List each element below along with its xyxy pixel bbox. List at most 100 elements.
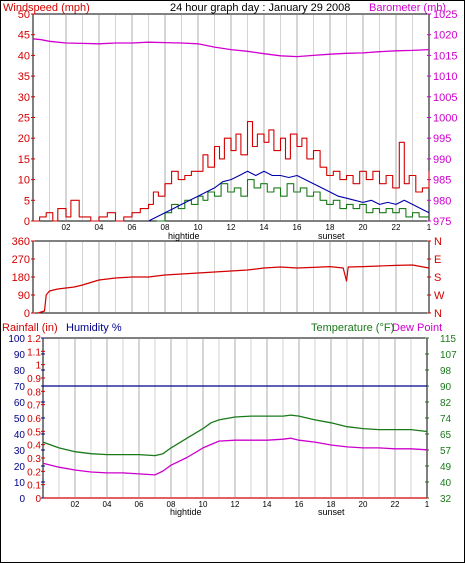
left-axis-tick-label: 30: [18, 92, 30, 104]
left-axis-tick-label: 5: [24, 195, 30, 207]
hightide-marker-bottom: hightide: [170, 507, 202, 517]
left-axis-tick-label: 60: [14, 398, 26, 409]
hour-tick-label: 1: [425, 500, 430, 509]
hightide-marker: hightide: [168, 231, 200, 241]
left-axis-tick-label: 360: [12, 236, 30, 248]
hour-tick-label: 14: [260, 223, 269, 232]
hour-tick-label: 22: [392, 223, 401, 232]
right-axis-tick-label: 985: [433, 175, 451, 187]
hour-tick-label: 20: [359, 223, 368, 232]
left-axis-tick-label: 20: [14, 462, 26, 473]
left-axis-tick-label: 0.3: [27, 454, 41, 465]
hour-tick-label: 06: [128, 223, 137, 232]
barometer-ticks: 975 980 985 990 995 1000 1005 1010 1015 1020 1025: [427, 9, 457, 228]
windspeed-axis-label: Windspeed (mph): [3, 2, 90, 14]
left-axis-tick-label: 1.1: [27, 347, 41, 358]
right-axis-tick-label: 49: [440, 462, 452, 473]
hour-tick-label: 18: [326, 223, 335, 232]
temperature-grid: [58, 339, 412, 497]
sunset-marker-bottom: sunset: [318, 507, 345, 517]
right-axis-tick-label: W: [434, 290, 445, 302]
sunset-marker: sunset: [318, 231, 345, 241]
hour-tick-label: 04: [103, 500, 112, 509]
direction-grid: [49, 242, 413, 312]
direction-degree-ticks: 0 90 180 270 360: [12, 236, 35, 320]
hour-tick-label: 22: [391, 500, 400, 509]
temperature-axis-label: Temperature (°F): [311, 322, 394, 334]
left-axis-tick-label: 70: [14, 382, 26, 393]
left-axis-tick-label: 90: [18, 290, 30, 302]
temperature-panel: 00.10.20.30.40.50.60.70.80.911.11.2 0102…: [8, 334, 457, 517]
left-axis-tick-label: 15: [18, 154, 30, 166]
hour-tick-label: 06: [135, 500, 144, 509]
left-axis-tick-label: 1.2: [27, 334, 41, 345]
left-axis-tick-label: 10: [14, 478, 26, 489]
hour-tick-label: 12: [231, 500, 240, 509]
left-axis-tick-label: 0.1: [27, 481, 41, 492]
right-axis-tick-label: 980: [433, 195, 451, 207]
right-axis-tick-label: 1000: [433, 113, 457, 125]
left-axis-tick-label: 25: [18, 113, 30, 125]
left-axis-tick-label: 90: [14, 350, 26, 361]
barometer-line: [32, 38, 430, 58]
left-axis-tick-label: 80: [14, 366, 26, 377]
humidity-axis-label: Humidity %: [66, 322, 122, 334]
right-axis-tick-label: 57: [440, 446, 452, 457]
left-axis-tick-label: 0: [24, 308, 30, 320]
windspeed-line: [33, 121, 430, 222]
temperature-line: [42, 414, 428, 457]
hour-tick-label: 10: [194, 223, 203, 232]
rainfall-axis-label: Rainfall (in): [2, 322, 58, 334]
right-axis-tick-label: 990: [433, 154, 451, 166]
hour-tick-label: 1: [427, 223, 432, 232]
average-wind-line: [148, 170, 430, 222]
hour-tick-label: 04: [95, 223, 104, 232]
hour-tick-label: 08: [167, 500, 176, 509]
hour-tick-label: 20: [359, 500, 368, 509]
right-axis-tick-label: 32: [440, 494, 452, 505]
temperature-series: [42, 385, 428, 499]
left-axis-tick-label: 20: [18, 133, 30, 145]
right-axis-tick-label: 1005: [433, 92, 457, 104]
wind-direction-line: [37, 264, 430, 314]
wind-grid: [49, 15, 413, 220]
left-axis-tick-label: 0: [24, 216, 30, 228]
left-axis-tick-label: 10: [18, 175, 30, 187]
hour-tick-label: 16: [295, 500, 304, 509]
left-axis-tick-label: 0.2: [27, 467, 41, 478]
left-axis-tick-label: 100: [8, 334, 25, 345]
left-axis-tick-label: 0.5: [27, 427, 41, 438]
right-axis-tick-label: E: [434, 254, 441, 266]
right-axis-tick-label: S: [434, 272, 441, 284]
barometer-axis-label: Barometer (mb): [369, 2, 446, 14]
right-axis-tick-label: N: [434, 236, 442, 248]
left-axis-tick-label: 0.7: [27, 401, 41, 412]
left-axis-tick-label: 0.4: [27, 441, 41, 452]
right-axis-tick-label: 1015: [433, 50, 457, 62]
left-axis-tick-label: 40: [14, 430, 26, 441]
rainfall-ticks: 0 0.1 0.2 0.3 0.4 0.5 0.6 0.7 0.8 0.9 1 1.1 1.2: [27, 334, 45, 505]
right-axis-tick-label: 40: [440, 478, 452, 489]
left-axis-tick-label: 180: [12, 272, 30, 284]
dewpoint-line: [42, 437, 428, 476]
left-axis-tick-label: 40: [18, 50, 30, 62]
left-axis-tick-label: 0.8: [27, 387, 41, 398]
left-axis-tick-label: 0: [19, 494, 25, 505]
left-axis-tick-label: 35: [18, 71, 30, 83]
temperature-hour-ticks: 02 04 06 08 10 12 14 16 18 20 22 1: [71, 500, 430, 509]
gust-line: [156, 179, 429, 222]
right-axis-tick-label: 995: [433, 133, 451, 145]
hour-tick-label: 02: [71, 500, 80, 509]
left-axis-tick-label: 0.6: [27, 414, 41, 425]
right-axis-tick-label: 98: [440, 366, 452, 377]
right-axis-tick-label: 107: [440, 350, 457, 361]
right-axis-tick-label: 65: [440, 430, 452, 441]
right-axis-tick-label: 90: [440, 382, 452, 393]
direction-series: [37, 264, 430, 314]
